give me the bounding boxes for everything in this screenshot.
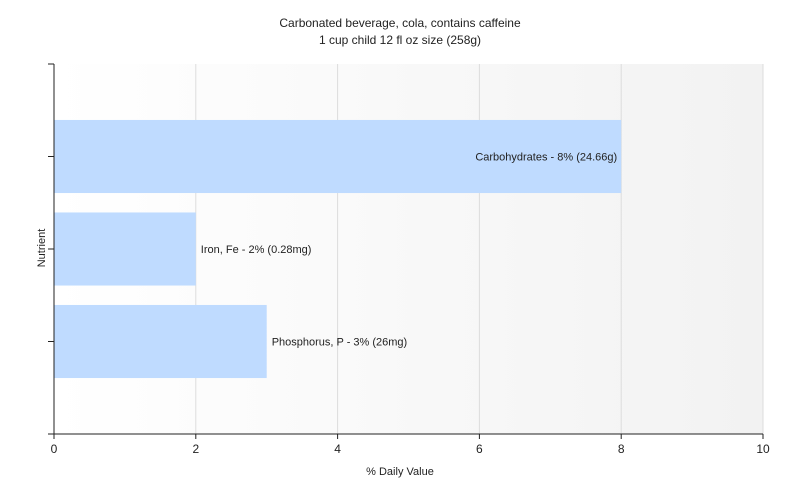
x-tick-label: 2 bbox=[192, 442, 199, 456]
x-tick-label: 10 bbox=[756, 442, 770, 456]
x-tick-label: 0 bbox=[51, 442, 58, 456]
x-tick-label: 4 bbox=[334, 442, 341, 456]
bar-0 bbox=[54, 119, 622, 194]
y-axis-label: Nutrient bbox=[36, 228, 48, 268]
x-tick-label: 8 bbox=[618, 442, 625, 456]
bar-label: Phosphorus, P - 3% (26mg) bbox=[272, 337, 408, 349]
bar-2 bbox=[54, 304, 267, 379]
x-tick-label: 6 bbox=[476, 442, 483, 456]
chart-title: Carbonated beverage, cola, contains caff… bbox=[279, 16, 521, 30]
bar-label: Iron, Fe - 2% (0.28mg) bbox=[201, 244, 312, 256]
bar-1 bbox=[54, 212, 196, 286]
x-axis-label: % Daily Value bbox=[366, 466, 434, 478]
chart-subtitle: 1 cup child 12 fl oz size (258g) bbox=[318, 33, 482, 47]
bar-label: Carbohydrates - 8% (24.66g) bbox=[475, 152, 617, 164]
